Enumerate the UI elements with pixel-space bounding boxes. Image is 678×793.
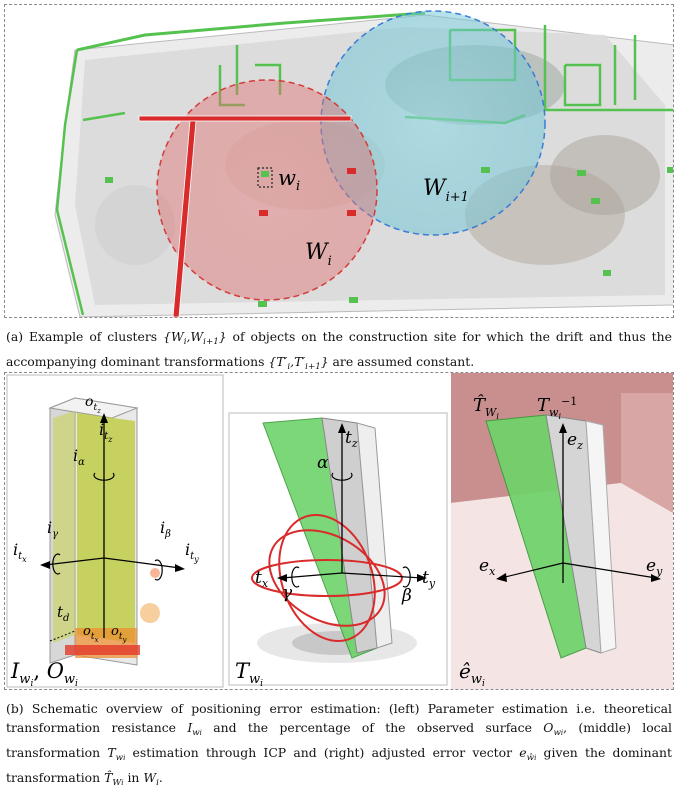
label-w-small: wi [278,166,300,194]
label-W-i1: Wi+1 [423,176,469,205]
label-i-alpha: iα [73,446,85,468]
label-t-d: td [57,603,69,624]
label-e-x: ex [479,556,496,578]
caption-a: (a) Example of clusters {Wi,Wi+1} of obj… [6,329,672,373]
figure-b-panel: otz itz iα iγ iβ itx ity td otx oty Iwi,… [4,372,674,690]
label-i-tz: itz [99,420,113,444]
label-i-gamma: iγ [47,518,58,540]
label-T-wi: Twi [235,659,263,689]
panel-middle-icp: tz α tx γ ty β Twi [227,373,451,689]
label-T-inv: Twi−1 [537,395,577,421]
label-i-ty: ity [185,540,199,564]
label-I-O: Iwi, Owi [10,659,78,689]
label-i-beta: iβ [160,518,171,540]
caption-b: (b) Schematic overview of positioning er… [6,701,672,789]
construction-site-render: wi Wi Wi+1 [5,5,673,317]
panel-left-resistance: otz itz iα iγ iβ itx ity td otx oty Iwi,… [5,373,227,689]
label-gamma: γ [282,583,293,603]
panel-right-error-vector: T̂Wi Twi−1 ez ex ey êwi [451,373,673,689]
label-t-y: ty [422,568,436,590]
label-e-y: ey [646,556,663,578]
label-alpha: α [317,453,329,473]
label-o-ty: oty [111,624,127,644]
label-beta: β [401,586,412,606]
label-o-tx: otx [83,624,98,644]
label-t-z: tz [345,428,358,450]
label-e-z: ez [567,430,583,452]
label-o-tz: otz [85,394,101,415]
object-w-small [257,167,273,188]
label-W-i: Wi [305,240,332,269]
label-e-hat-wi: êwi [459,659,485,689]
label-t-x: tx [255,568,269,590]
label-T-hat: T̂Wi [473,394,499,421]
figure-a-panel: wi Wi Wi+1 [4,4,674,318]
label-i-tx: itx [13,540,27,564]
